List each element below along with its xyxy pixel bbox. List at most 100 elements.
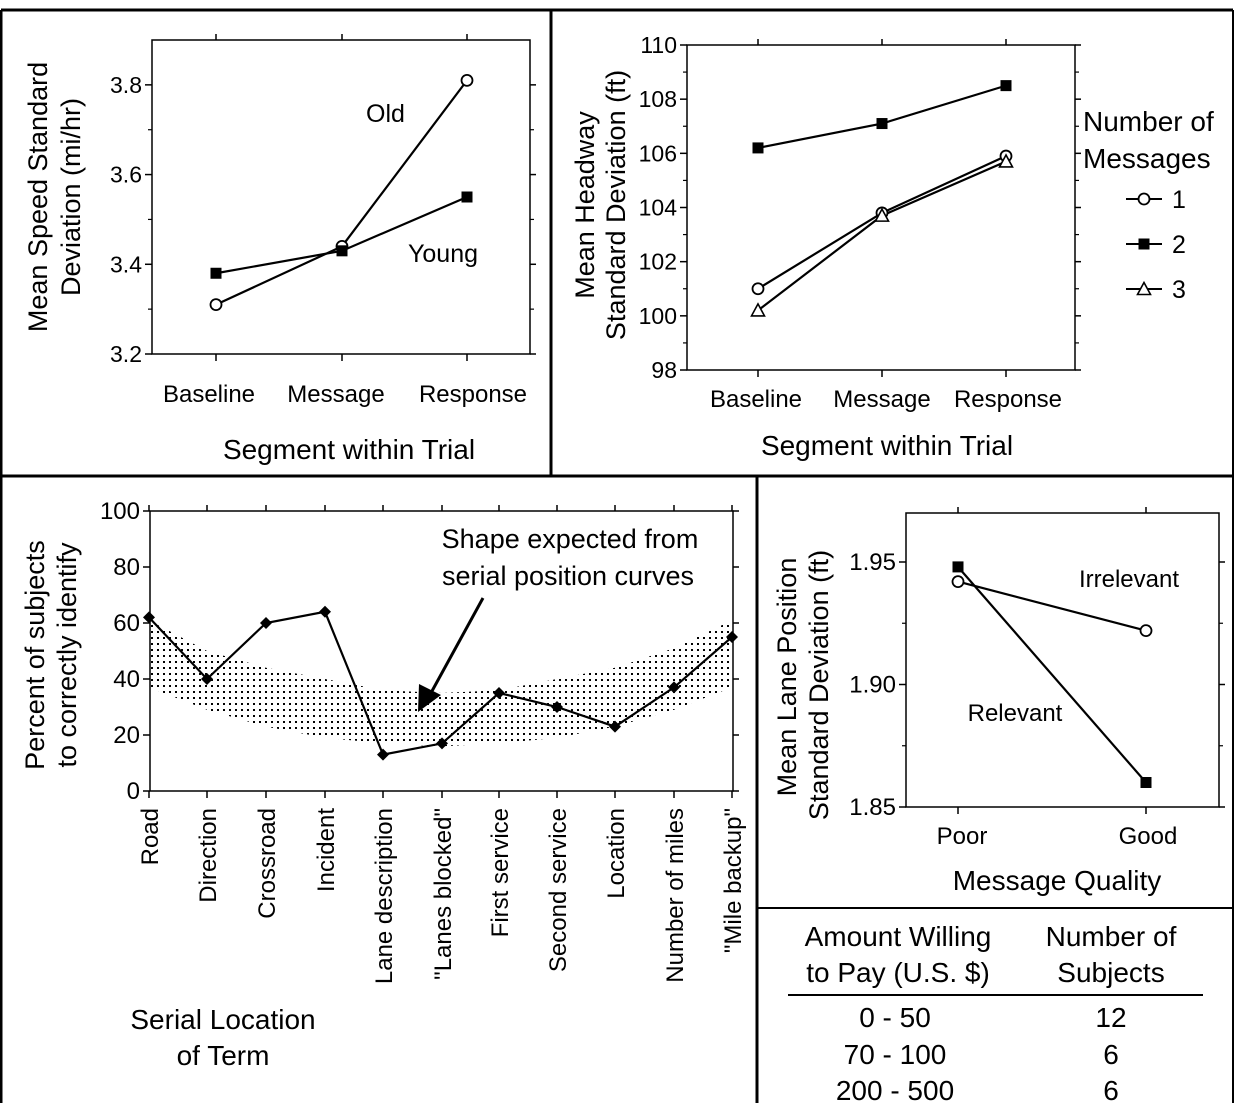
- y-tick-label: 100: [639, 303, 677, 329]
- series-label-irrelevant: Irrelevant: [1079, 566, 1179, 593]
- marker-filled-square: [1140, 777, 1152, 788]
- table-cell: 6: [1103, 1075, 1119, 1104]
- y-tick-label: 104: [639, 195, 678, 221]
- legend-title-line1: Number of: [1083, 106, 1214, 137]
- marker-filled-square: [210, 267, 222, 279]
- y-axis-label-line1: Mean Speed Standard: [23, 62, 53, 332]
- x-axis-label: Segment within Trial: [761, 430, 1013, 461]
- y-axis-label-line2: to correctly identify: [52, 542, 82, 768]
- y-tick-label: 20: [113, 722, 140, 749]
- legend-label: 2: [1172, 231, 1186, 259]
- x-tick-label: "Mile backup": [720, 808, 747, 953]
- legend-headway: 1 2 3: [1126, 186, 1186, 304]
- x-axis-label-line2: of Term: [177, 1040, 270, 1071]
- series-line: [957, 580, 1147, 632]
- marker-filled-diamond: [143, 611, 155, 624]
- table-cell: 6: [1103, 1039, 1119, 1070]
- x-tick-label: Baseline: [163, 381, 255, 408]
- marker-filled-diamond: [319, 605, 331, 618]
- marker-filled-square: [752, 142, 764, 154]
- annotation-arrow: [418, 597, 485, 712]
- y-tick-label: 108: [639, 86, 677, 112]
- marker-filled-diamond: [436, 737, 448, 750]
- x-tick-label: Poor: [937, 823, 988, 850]
- series-speed: [209, 73, 474, 312]
- y-ticks-speed: 3.2 3.4 3.6 3.8: [110, 72, 536, 367]
- legend-title-line2: Messages: [1083, 143, 1211, 174]
- y-tick-label: 3.8: [110, 72, 142, 98]
- x-axis-label: Message Quality: [953, 865, 1162, 896]
- y-tick-label: 3.6: [110, 162, 142, 188]
- x-tick-label: Direction: [195, 808, 222, 903]
- x-tick-label: Location: [603, 808, 630, 899]
- y-tick-label: 3.4: [110, 251, 142, 277]
- marker-filled-square: [1000, 80, 1012, 92]
- y-tick-label: 1.90: [849, 672, 896, 699]
- x-axis-label: Segment within Trial: [223, 434, 475, 465]
- annotation-backdrop: [418, 519, 723, 597]
- y-tick-label: 3.2: [110, 341, 142, 367]
- y-tick-label: 100: [100, 498, 140, 525]
- x-tick-label: Message: [287, 381, 384, 408]
- y-tick-label: 102: [639, 249, 677, 275]
- panel-headway-sd: 98 100 102 104 106 108 110 Baseline Message Resp…: [570, 32, 1214, 461]
- series-line: [757, 84, 1007, 149]
- series-lane: [951, 561, 1153, 788]
- x-tick-labels-serial: Road Direction Crossroad Incident Lane descr…: [137, 505, 747, 984]
- marker-filled-square: [461, 191, 473, 203]
- marker-filled-diamond: [377, 748, 389, 761]
- y-ticks-headway: 98 100 102 104 106 108 110: [639, 32, 1081, 383]
- series-headway: [750, 80, 1014, 317]
- marker-filled-square: [952, 561, 964, 573]
- x-tick-labels-speed: Baseline Message Response: [163, 34, 527, 408]
- marker-open-triangle: [874, 207, 890, 222]
- table-cell: 70 - 100: [844, 1039, 947, 1070]
- annotation-line1: Shape expected from: [442, 524, 699, 554]
- plot-frame-speed: [151, 39, 531, 355]
- series-line: [957, 566, 1147, 784]
- x-tick-label: Incident: [313, 808, 340, 892]
- y-tick-label: 0: [127, 778, 140, 805]
- x-axis-label-line1: Serial Location: [130, 1004, 315, 1035]
- table-header-subjects-line2: Subjects: [1057, 957, 1164, 988]
- x-tick-label: First service: [487, 808, 514, 937]
- marker-filled-diamond: [260, 617, 272, 629]
- marker-open-triangle: [1136, 280, 1152, 296]
- marker-filled-square: [1138, 238, 1150, 250]
- marker-filled-diamond: [493, 687, 505, 699]
- y-tick-label: 80: [113, 554, 140, 581]
- y-ticks-lane: 1.85 1.90 1.95: [849, 549, 1225, 821]
- marker-open-circle: [951, 575, 965, 588]
- marker-open-triangle: [998, 153, 1014, 168]
- table-header-amount-line2: to Pay (U.S. $): [806, 957, 990, 988]
- marker-open-circle: [460, 73, 474, 87]
- table-cell: 0 - 50: [859, 1002, 931, 1033]
- annotation-line2: serial position curves: [442, 561, 694, 591]
- y-tick-label: 110: [640, 32, 677, 58]
- series-line: [757, 160, 1007, 312]
- y-ticks-serial: 0 20 40 60 80 100: [100, 498, 739, 805]
- panel-speed-sd: 3.2 3.4 3.6 3.8 Baseline Message Response Mea…: [23, 34, 536, 465]
- table-header-subjects-line1: Number of: [1046, 921, 1177, 952]
- x-tick-label: Second service: [545, 808, 572, 972]
- marker-open-circle: [1137, 192, 1151, 206]
- x-tick-labels-headway: Baseline Message Response: [710, 39, 1062, 413]
- y-axis-label-line1: Mean Lane Position: [772, 558, 802, 797]
- x-tick-label: Crossroad: [254, 808, 281, 919]
- y-axis-label-line2: Standard Deviation (ft): [601, 70, 631, 340]
- y-tick-label: 1.95: [849, 549, 896, 576]
- willingness-table: Amount Willing to Pay (U.S. $) Number of…: [788, 921, 1203, 1104]
- y-tick-label: 60: [113, 610, 140, 637]
- x-tick-label: "Lanes blocked": [430, 808, 457, 980]
- y-tick-label: 98: [651, 357, 677, 383]
- y-tick-label: 106: [639, 140, 677, 166]
- series-line: [757, 155, 1007, 290]
- table-cell: 200 - 500: [836, 1075, 954, 1104]
- x-tick-label: Response: [954, 386, 1062, 413]
- marker-filled-square: [336, 245, 348, 257]
- series-line: [215, 79, 468, 306]
- series-serial: [143, 605, 738, 761]
- x-tick-label: Good: [1119, 823, 1178, 850]
- marker-open-circle: [209, 298, 223, 312]
- y-axis-label-line2: Standard Deviation (ft): [804, 550, 834, 820]
